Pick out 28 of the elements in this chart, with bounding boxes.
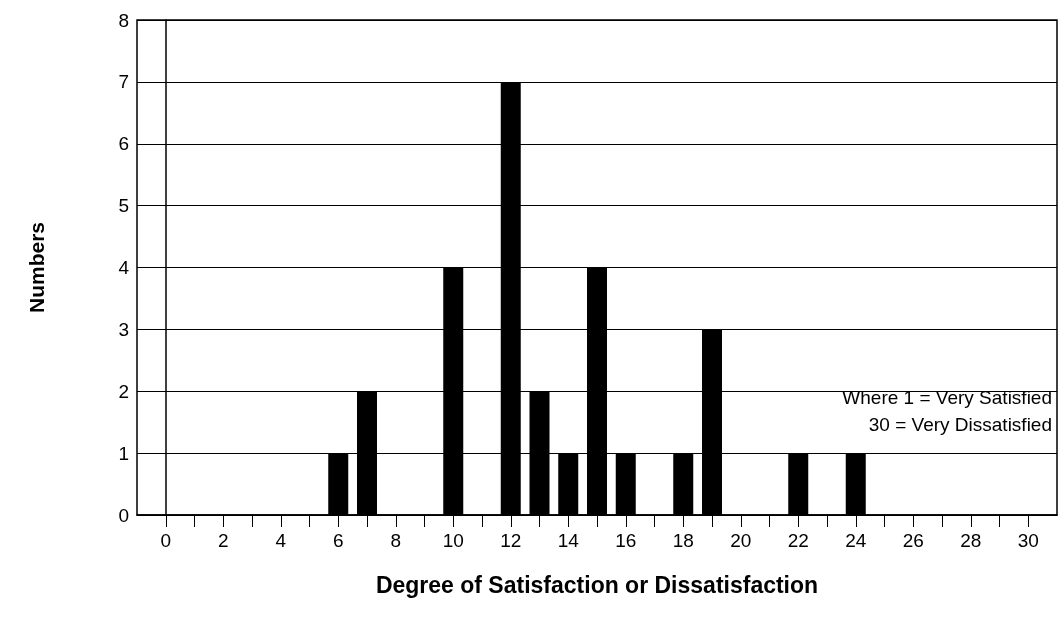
x-tick-label: 12 [500,530,522,551]
y-tick-label: 6 [118,133,129,155]
x-tick-label: 24 [845,530,867,551]
x-tick-label: 30 [1017,530,1039,551]
annotation: 30 = Very Dissatisfied [868,414,1052,435]
y-tick-label: 1 [118,442,129,464]
y-tick-label: 3 [118,318,129,340]
x-tick-label: 18 [672,530,694,551]
x-tick-label: 28 [960,530,982,551]
x-tick-label: 6 [332,530,344,551]
y-tick-label: 0 [118,504,129,526]
y-tick-label: 7 [118,71,129,93]
y-tick-label: 5 [118,195,129,217]
x-tick-label: 10 [442,530,464,551]
y-axis-title: Numbers [25,221,48,314]
x-tick-label: 14 [557,530,580,551]
x-tick-label: 8 [390,530,402,551]
x-tick-label: 16 [615,530,637,551]
x-tick-label: 26 [902,530,924,551]
x-axis-title: Degree of Satisfaction or Dissatisfaction [375,571,819,598]
x-tick-label: 20 [730,530,752,551]
x-tick-label: 4 [275,530,287,551]
x-tick-label: 22 [787,530,809,551]
x-tick-label: 2 [217,530,229,551]
x-tick-label: 0 [160,530,172,551]
y-tick-label: 8 [118,9,129,31]
y-tick-label: 2 [118,380,129,402]
y-tick-label: 4 [118,257,130,278]
